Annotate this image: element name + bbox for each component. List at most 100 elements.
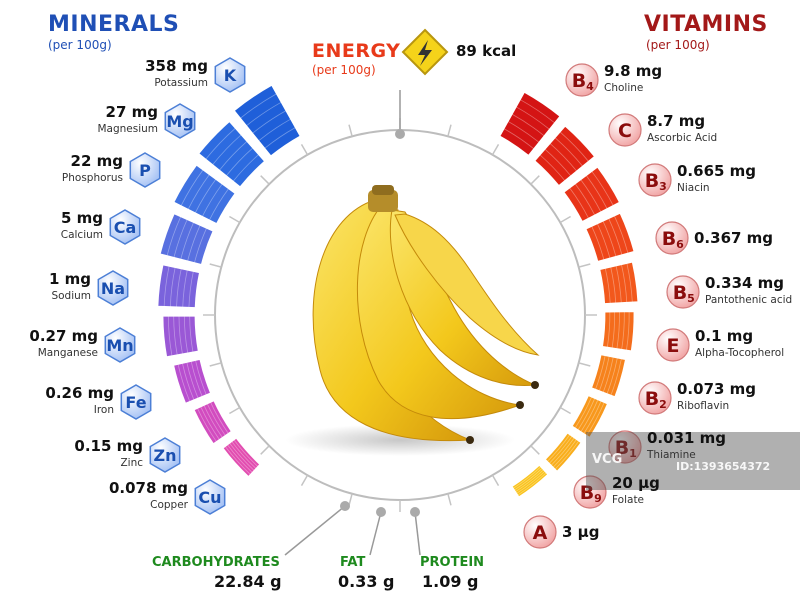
vitamin-symbol: B	[615, 437, 629, 459]
mineral-arc-p	[173, 164, 236, 224]
mineral-symbol: P	[139, 161, 151, 180]
vitamin-value: 20 µg	[612, 474, 660, 492]
vitamin-arc-b9	[544, 432, 582, 472]
mineral-value: 0.27 mg	[29, 327, 98, 345]
vitamin-name: Ascorbic Acid	[647, 132, 718, 144]
vitamin-arc-stripe	[549, 143, 577, 172]
mineral-arc-stripe	[180, 169, 204, 206]
ring-tick	[209, 362, 222, 367]
vitamin-arc-stripe	[512, 113, 545, 137]
mineral-arc-stripe	[252, 110, 287, 134]
mineral-name: Magnesium	[97, 123, 158, 135]
vitamin-value: 0.073 mg	[677, 380, 757, 398]
mineral-value: 0.26 mg	[45, 384, 114, 402]
mineral-arc-stripe	[233, 439, 259, 467]
mineral-arc-stripe	[182, 270, 188, 308]
vitamin-symbol: B	[580, 482, 594, 504]
vitamin-arc-stripe	[602, 357, 614, 393]
vitamin-arc-stripe	[544, 148, 572, 177]
vitamin-badge-b6	[655, 221, 689, 255]
vitamin-arc-stripe	[554, 440, 580, 470]
ring-tick	[260, 175, 270, 185]
mineral-value: 5 mg	[60, 209, 103, 227]
lightning-icon	[401, 28, 449, 76]
mineral-arc-stripe	[210, 402, 229, 434]
vitamins-title: VITAMINS	[644, 12, 768, 37]
mineral-arc-stripe	[182, 363, 195, 400]
minerals-subtitle: (per 100g)	[48, 38, 112, 52]
mineral-arc-stripe	[166, 216, 182, 256]
carbohydrates-value: 22.84 g	[214, 572, 282, 591]
mineral-arc-stripe	[219, 141, 248, 171]
ring-tick	[530, 445, 540, 455]
vitamin-subscript: 3	[659, 180, 667, 193]
vitamin-arc-stripe	[586, 402, 605, 436]
vitamin-arc-c	[534, 125, 595, 186]
vitamin-badge-b5	[666, 275, 700, 309]
mineral-badge-mg	[164, 103, 196, 139]
vitamin-arc-stripe	[516, 106, 550, 130]
energy-pointer	[395, 90, 405, 139]
mineral-value: 358 mg	[145, 57, 208, 75]
mineral-arc-stripe	[194, 179, 217, 213]
mineral-arc-stripe	[173, 316, 178, 355]
mineral-name: Phosphorus	[61, 172, 123, 184]
mineral-symbol: Fe	[125, 393, 146, 412]
ring-tick	[229, 406, 241, 415]
mineral-symbol: Zn	[154, 446, 177, 465]
vitamin-arc-stripe	[595, 355, 606, 390]
vitamin-arc-stripe	[580, 399, 599, 432]
mineral-arc-stripe	[232, 154, 259, 182]
protein-value: 1.09 g	[422, 572, 479, 591]
vitamin-symbol: A	[533, 522, 548, 544]
vitamin-arc-stripe	[610, 358, 622, 396]
mineral-value: 0.078 mg	[108, 479, 188, 497]
vitamin-badge-e	[656, 328, 690, 362]
vitamin-name: Thiamine	[647, 449, 696, 461]
mineral-badge-zn	[149, 437, 181, 473]
mineral-arc-stripe	[231, 441, 257, 469]
vitamin-name: Riboflavin	[677, 400, 730, 412]
mineral-name: Sodium	[51, 290, 91, 302]
vitamin-value: 0.334 mg	[705, 274, 785, 292]
mineral-value: 0.15 mg	[74, 437, 143, 455]
vitamin-arc-stripe	[552, 439, 577, 468]
mineral-name: Iron	[93, 404, 114, 416]
vitamin-symbol: B	[645, 170, 659, 192]
mineral-symbol: Mg	[166, 112, 193, 131]
mineral-arc-stripe	[203, 405, 223, 438]
mineral-arc-stripe	[189, 316, 194, 353]
vitamin-symbol: B	[662, 228, 676, 250]
vitamin-arc-stripe	[597, 223, 611, 259]
vitamin-value: 8.7 mg	[647, 112, 706, 130]
banana-illustration	[285, 185, 540, 456]
carbohydrates-label: CARBOHYDRATES	[152, 555, 280, 570]
vitamin-arc-stripe	[615, 265, 622, 303]
ring-tick	[300, 144, 309, 156]
vitamin-arc-stripe	[547, 434, 571, 462]
mineral-arc-k	[233, 84, 301, 157]
watermark-id: ID:1393654372	[676, 460, 771, 473]
vitamin-arc-stripe	[583, 401, 602, 434]
vitamin-arc-stripe	[574, 396, 592, 429]
ring-tick	[209, 263, 222, 268]
vitamin-badge-b2	[638, 381, 672, 415]
vitamin-symbol: B	[572, 70, 586, 92]
vitamin-arc-segments	[499, 91, 639, 498]
mineral-name: Calcium	[60, 229, 103, 241]
mineral-arc-stripe	[205, 127, 236, 160]
vitamin-arc-stripe	[515, 469, 544, 492]
vitamin-arc-stripe	[604, 268, 611, 304]
mineral-arc-cu	[222, 437, 261, 477]
vitamin-value: 0.031 mg	[647, 429, 727, 447]
mineral-badges: K Mg P Ca Na Mn Fe Zn Cu	[97, 57, 246, 515]
vitamin-subscript: 6	[676, 238, 684, 251]
mineral-arc-mg	[198, 121, 265, 188]
ring-tick	[559, 406, 571, 415]
mineral-arc-fe	[173, 359, 211, 404]
vitamin-arc-stripe	[616, 311, 620, 349]
vitamin-arc-stripe	[591, 226, 605, 260]
vitamin-subscript: 5	[687, 292, 695, 305]
ring-tick	[491, 474, 500, 486]
